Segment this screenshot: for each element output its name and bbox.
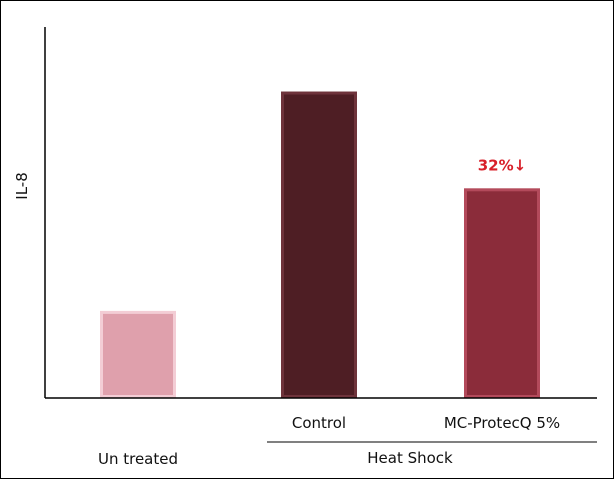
x-tick-label-mc-protecq-5: MC-ProtecQ 5%	[444, 414, 560, 432]
bar-face	[467, 191, 537, 395]
bar-control	[281, 91, 357, 399]
annotations-layer: 32%↓	[478, 156, 526, 174]
bar-face	[103, 313, 173, 395]
bars-layer	[100, 91, 540, 399]
x-tick-labels: Un treated Control MC-ProtecQ 5%	[98, 414, 560, 468]
bar-mc-protecq-5	[464, 188, 540, 398]
annotation-mc-protecq-5: 32%↓	[478, 156, 526, 174]
bar-face	[284, 94, 354, 396]
group-label-heat-shock: Heat Shock	[367, 449, 453, 467]
x-tick-label-un-treated: Un treated	[98, 450, 178, 468]
x-tick-label-control: Control	[292, 414, 346, 432]
bar-un-treated	[100, 310, 176, 398]
y-axis-label: IL-8	[13, 172, 31, 199]
